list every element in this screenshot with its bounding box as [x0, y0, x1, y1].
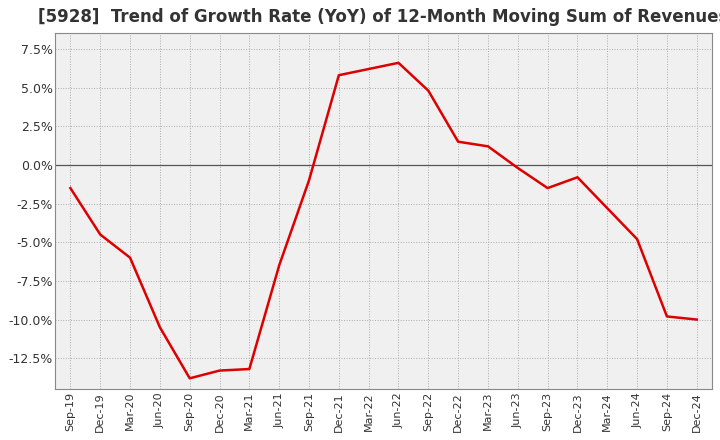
Title: [5928]  Trend of Growth Rate (YoY) of 12-Month Moving Sum of Revenues: [5928] Trend of Growth Rate (YoY) of 12-… [38, 8, 720, 26]
